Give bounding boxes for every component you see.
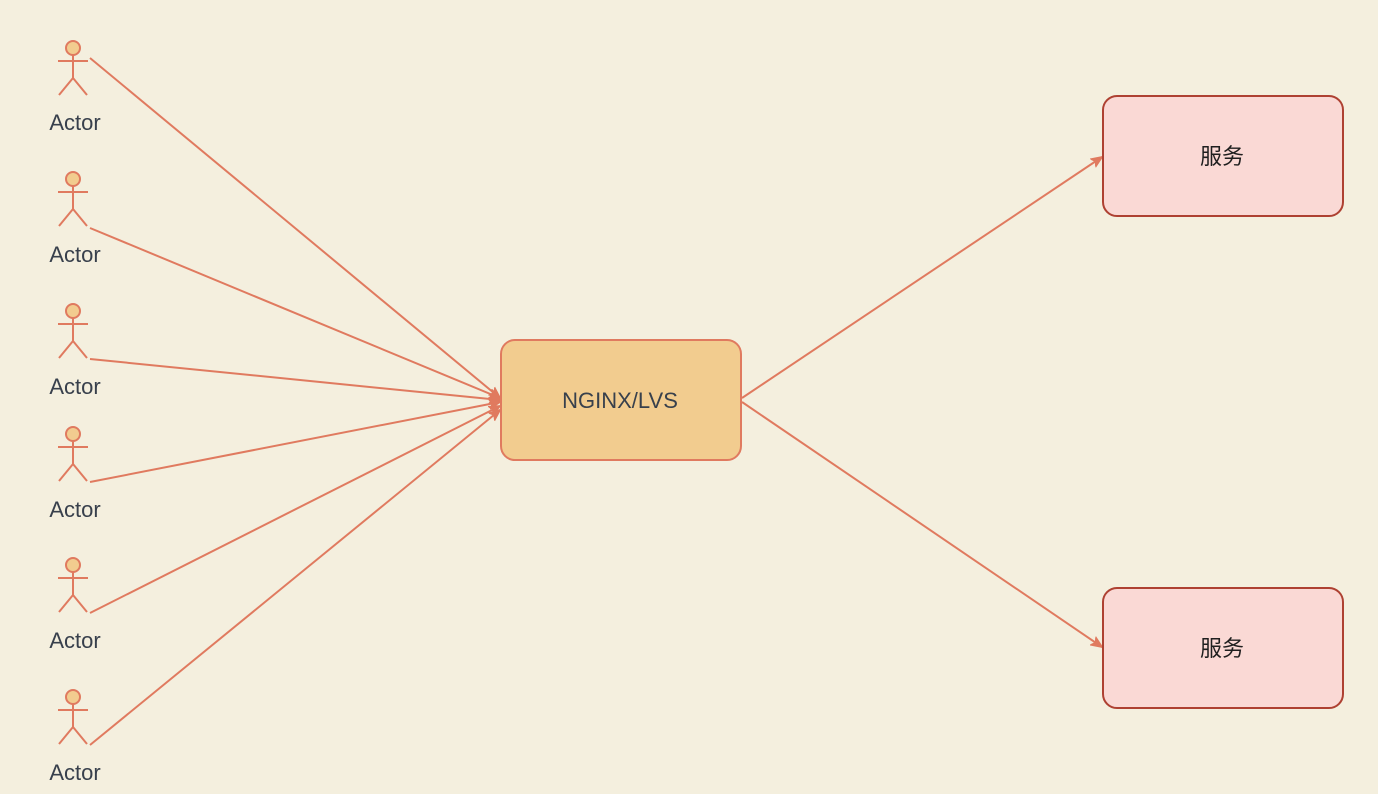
actor-figure-icon [58,426,88,482]
actor-figure-icon [58,40,88,96]
edge-actor-5-to-lb [89,406,500,614]
actor-label: Actor [49,760,100,785]
edge-actor-6-to-lb [89,410,500,746]
service-box [1102,95,1344,217]
load-balancer-node[interactable]: NGINX/LVS [500,339,742,461]
actor-label: Actor [49,110,100,135]
actor-figure-icon [58,689,88,745]
actor-1[interactable]: Actor [49,40,101,135]
actor-label: Actor [49,374,100,399]
edge-actor-2-to-lb [89,227,500,399]
service-node-1[interactable]: 服务 [1102,95,1344,217]
edge-actor-3-to-lb [89,358,500,400]
service-label: 服务 [1200,145,1244,170]
service-label: 服务 [1200,637,1244,662]
actor-6[interactable]: Actor [49,689,101,785]
service-edges [741,157,1102,647]
actor-label: Actor [49,242,100,267]
load-balancer-label: NGINX/LVS [562,388,678,413]
actor-label: Actor [49,628,100,653]
service-node-2[interactable]: 服务 [1102,587,1344,709]
edge-actor-1-to-lb [89,57,500,398]
service-box [1102,587,1344,709]
actor-edges [89,57,500,746]
edge-lb-to-service-2 [741,401,1102,647]
actor-2[interactable]: Actor [49,171,101,267]
actor-5[interactable]: Actor [49,557,101,653]
actor-4[interactable]: Actor [49,426,101,522]
actor-label: Actor [49,497,100,522]
actor-figure-icon [58,171,88,227]
actor-figure-icon [58,303,88,359]
edge-actor-4-to-lb [89,402,500,483]
edge-lb-to-service-1 [741,157,1102,399]
actor-3[interactable]: Actor [49,303,101,399]
load-balancer-box [500,339,742,461]
actor-figure-icon [58,557,88,613]
